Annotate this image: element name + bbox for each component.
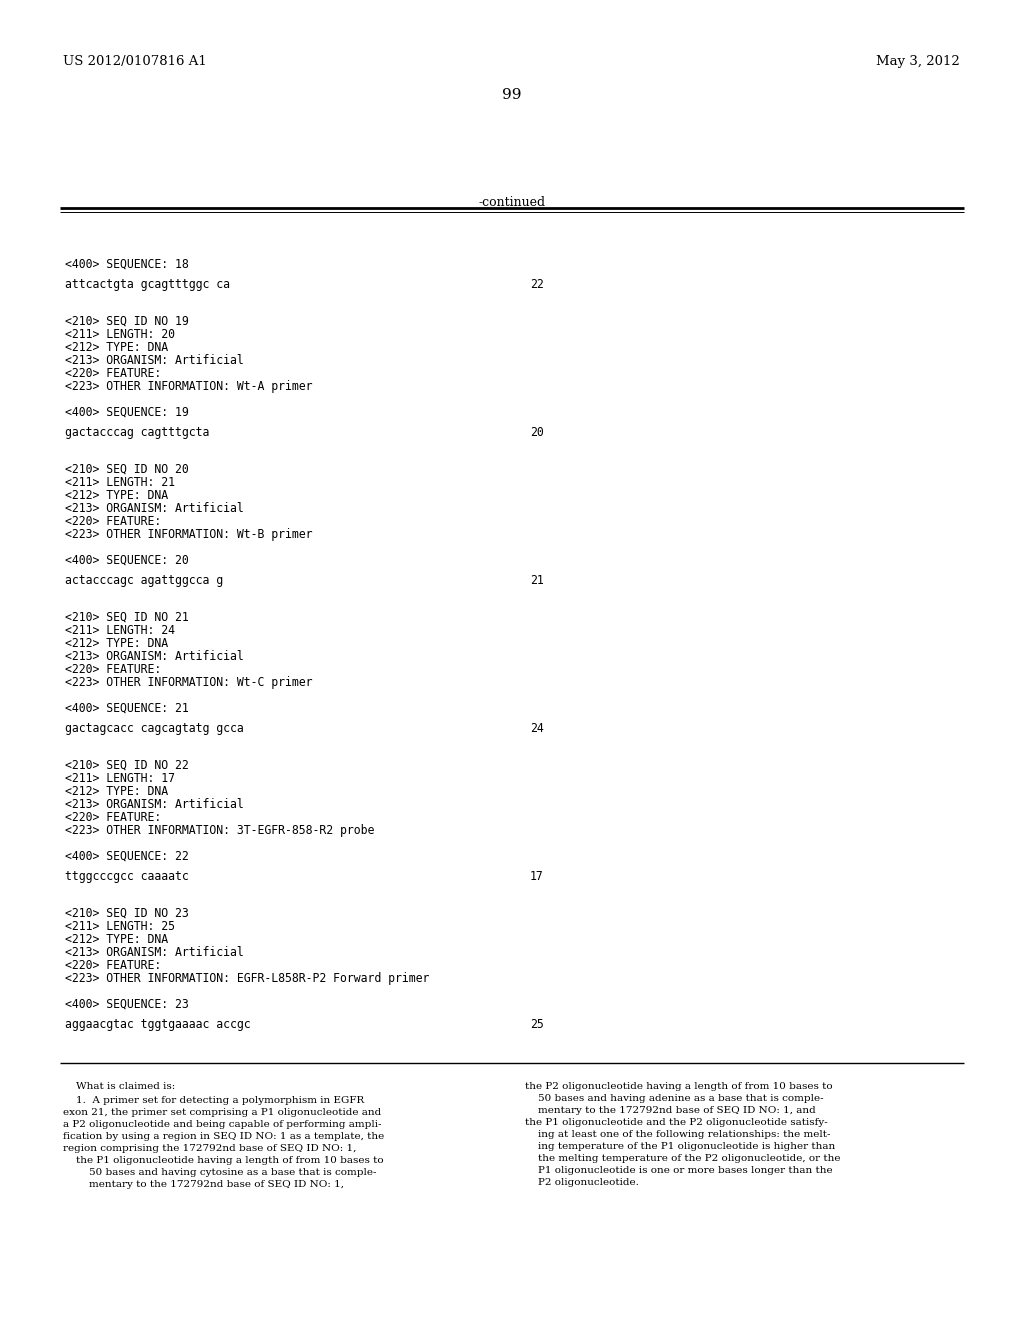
Text: <210> SEQ ID NO 22: <210> SEQ ID NO 22 — [65, 759, 188, 772]
Text: <220> FEATURE:: <220> FEATURE: — [65, 367, 161, 380]
Text: <211> LENGTH: 20: <211> LENGTH: 20 — [65, 327, 175, 341]
Text: <210> SEQ ID NO 20: <210> SEQ ID NO 20 — [65, 463, 188, 477]
Text: ing temperature of the P1 oligonucleotide is higher than: ing temperature of the P1 oligonucleotid… — [525, 1142, 836, 1151]
Text: <220> FEATURE:: <220> FEATURE: — [65, 515, 161, 528]
Text: <212> TYPE: DNA: <212> TYPE: DNA — [65, 341, 168, 354]
Text: <220> FEATURE:: <220> FEATURE: — [65, 960, 161, 972]
Text: <400> SEQUENCE: 21: <400> SEQUENCE: 21 — [65, 702, 188, 715]
Text: the P2 oligonucleotide having a length of from 10 bases to: the P2 oligonucleotide having a length o… — [525, 1082, 833, 1092]
Text: -continued: -continued — [478, 195, 546, 209]
Text: 99: 99 — [502, 88, 522, 102]
Text: <212> TYPE: DNA: <212> TYPE: DNA — [65, 785, 168, 799]
Text: ing at least one of the following relationships: the melt-: ing at least one of the following relati… — [525, 1130, 830, 1139]
Text: <223> OTHER INFORMATION: 3T-EGFR-858-R2 probe: <223> OTHER INFORMATION: 3T-EGFR-858-R2 … — [65, 824, 375, 837]
Text: US 2012/0107816 A1: US 2012/0107816 A1 — [63, 55, 207, 69]
Text: <213> ORGANISM: Artificial: <213> ORGANISM: Artificial — [65, 502, 244, 515]
Text: 50 bases and having cytosine as a base that is comple-: 50 bases and having cytosine as a base t… — [63, 1168, 377, 1177]
Text: actacccagc agattggcca g: actacccagc agattggcca g — [65, 574, 223, 587]
Text: the melting temperature of the P2 oligonucleotide, or the: the melting temperature of the P2 oligon… — [525, 1154, 841, 1163]
Text: 20: 20 — [530, 426, 544, 440]
Text: P2 oligonucleotide.: P2 oligonucleotide. — [525, 1177, 639, 1187]
Text: 1.  A primer set for detecting a polymorphism in EGFR: 1. A primer set for detecting a polymorp… — [63, 1096, 365, 1105]
Text: <400> SEQUENCE: 23: <400> SEQUENCE: 23 — [65, 998, 188, 1011]
Text: <211> LENGTH: 17: <211> LENGTH: 17 — [65, 772, 175, 785]
Text: 22: 22 — [530, 279, 544, 290]
Text: <213> ORGANISM: Artificial: <213> ORGANISM: Artificial — [65, 649, 244, 663]
Text: 17: 17 — [530, 870, 544, 883]
Text: a P2 oligonucleotide and being capable of performing ampli-: a P2 oligonucleotide and being capable o… — [63, 1119, 382, 1129]
Text: <211> LENGTH: 21: <211> LENGTH: 21 — [65, 477, 175, 488]
Text: mentary to the 172792nd base of SEQ ID NO: 1, and: mentary to the 172792nd base of SEQ ID N… — [525, 1106, 816, 1115]
Text: gactagcacc cagcagtatg gcca: gactagcacc cagcagtatg gcca — [65, 722, 244, 735]
Text: <211> LENGTH: 24: <211> LENGTH: 24 — [65, 624, 175, 638]
Text: <400> SEQUENCE: 19: <400> SEQUENCE: 19 — [65, 407, 188, 418]
Text: <212> TYPE: DNA: <212> TYPE: DNA — [65, 488, 168, 502]
Text: <223> OTHER INFORMATION: Wt-C primer: <223> OTHER INFORMATION: Wt-C primer — [65, 676, 312, 689]
Text: <223> OTHER INFORMATION: EGFR-L858R-P2 Forward primer: <223> OTHER INFORMATION: EGFR-L858R-P2 F… — [65, 972, 429, 985]
Text: mentary to the 172792nd base of SEQ ID NO: 1,: mentary to the 172792nd base of SEQ ID N… — [63, 1180, 344, 1189]
Text: ttggcccgcc caaaatc: ttggcccgcc caaaatc — [65, 870, 188, 883]
Text: <223> OTHER INFORMATION: Wt-A primer: <223> OTHER INFORMATION: Wt-A primer — [65, 380, 312, 393]
Text: <213> ORGANISM: Artificial: <213> ORGANISM: Artificial — [65, 946, 244, 960]
Text: fication by using a region in SEQ ID NO: 1 as a template, the: fication by using a region in SEQ ID NO:… — [63, 1133, 384, 1140]
Text: exon 21, the primer set comprising a P1 oligonucleotide and: exon 21, the primer set comprising a P1 … — [63, 1107, 381, 1117]
Text: 24: 24 — [530, 722, 544, 735]
Text: <400> SEQUENCE: 22: <400> SEQUENCE: 22 — [65, 850, 188, 863]
Text: <211> LENGTH: 25: <211> LENGTH: 25 — [65, 920, 175, 933]
Text: <213> ORGANISM: Artificial: <213> ORGANISM: Artificial — [65, 354, 244, 367]
Text: region comprising the 172792nd base of SEQ ID NO: 1,: region comprising the 172792nd base of S… — [63, 1144, 356, 1152]
Text: May 3, 2012: May 3, 2012 — [877, 55, 961, 69]
Text: <220> FEATURE:: <220> FEATURE: — [65, 663, 161, 676]
Text: the P1 oligonucleotide having a length of from 10 bases to: the P1 oligonucleotide having a length o… — [63, 1156, 384, 1166]
Text: <210> SEQ ID NO 19: <210> SEQ ID NO 19 — [65, 315, 188, 327]
Text: gactacccag cagtttgcta: gactacccag cagtttgcta — [65, 426, 209, 440]
Text: P1 oligonucleotide is one or more bases longer than the: P1 oligonucleotide is one or more bases … — [525, 1166, 833, 1175]
Text: 25: 25 — [530, 1018, 544, 1031]
Text: <212> TYPE: DNA: <212> TYPE: DNA — [65, 638, 168, 649]
Text: <400> SEQUENCE: 20: <400> SEQUENCE: 20 — [65, 554, 188, 568]
Text: <223> OTHER INFORMATION: Wt-B primer: <223> OTHER INFORMATION: Wt-B primer — [65, 528, 312, 541]
Text: 50 bases and having adenine as a base that is comple-: 50 bases and having adenine as a base th… — [525, 1094, 823, 1104]
Text: <213> ORGANISM: Artificial: <213> ORGANISM: Artificial — [65, 799, 244, 810]
Text: attcactgta gcagtttggc ca: attcactgta gcagtttggc ca — [65, 279, 230, 290]
Text: <210> SEQ ID NO 21: <210> SEQ ID NO 21 — [65, 611, 188, 624]
Text: <220> FEATURE:: <220> FEATURE: — [65, 810, 161, 824]
Text: the P1 oligonucleotide and the P2 oligonucleotide satisfy-: the P1 oligonucleotide and the P2 oligon… — [525, 1118, 827, 1127]
Text: aggaacgtac tggtgaaaac accgc: aggaacgtac tggtgaaaac accgc — [65, 1018, 251, 1031]
Text: <400> SEQUENCE: 18: <400> SEQUENCE: 18 — [65, 257, 188, 271]
Text: <212> TYPE: DNA: <212> TYPE: DNA — [65, 933, 168, 946]
Text: 21: 21 — [530, 574, 544, 587]
Text: What is claimed is:: What is claimed is: — [63, 1082, 175, 1092]
Text: <210> SEQ ID NO 23: <210> SEQ ID NO 23 — [65, 907, 188, 920]
